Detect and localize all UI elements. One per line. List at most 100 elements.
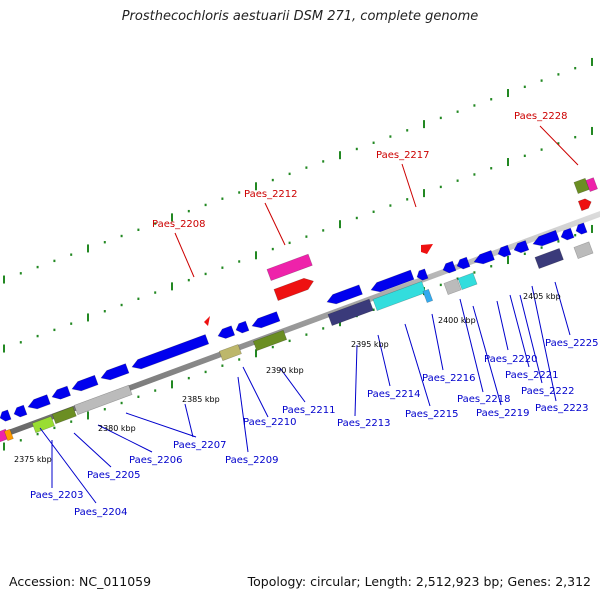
gene-label-paes-2219[interactable]: Paes_2219 [476, 408, 530, 419]
gene-label-paes-2212[interactable]: Paes_2212 [244, 189, 298, 200]
label-connector [519, 294, 543, 384]
gene-arrow-blue-shape [442, 260, 457, 274]
gene-marker-red [421, 244, 433, 254]
gene-label-paes-2208[interactable]: Paes_2208 [152, 219, 206, 230]
page-title: Prosthecochloris aestuarii DSM 271, comp… [121, 9, 479, 24]
label-connector [496, 300, 509, 351]
gene-arrow-blue-shape [251, 311, 281, 329]
gene-arrow-blue [13, 404, 28, 418]
gene-label-paes-2222[interactable]: Paes_2222 [521, 386, 575, 397]
gene-block-navy-shape [327, 298, 374, 327]
kbp-label-2385: 2385 kbp [182, 395, 220, 404]
gene-block-cyan-shape [457, 272, 478, 291]
gene-label-paes-2209[interactable]: Paes_2209 [225, 455, 279, 466]
gene-block-grey [73, 384, 133, 416]
label-connector [97, 424, 153, 453]
label-connector [554, 281, 571, 336]
gene-arrow-blue [473, 249, 495, 265]
label-connector [539, 125, 579, 166]
label-connector [264, 202, 286, 246]
gene-arrow-blue [217, 325, 236, 339]
gene-label-paes-2223[interactable]: Paes_2223 [535, 403, 589, 414]
gene-arrow-blue [0, 409, 12, 422]
gene-arrow-blue-shape [473, 249, 495, 265]
label-connectors [39, 125, 579, 504]
gene-features [0, 177, 598, 444]
gene-label-paes-2206[interactable]: Paes_2206 [129, 455, 183, 466]
gene-arrow-blue [370, 269, 415, 293]
gene-arrow-blue-shape [456, 256, 471, 270]
gene-label-paes-2204[interactable]: Paes_2204 [74, 507, 128, 518]
gene-arrow-blue [442, 260, 457, 274]
gene-label-paes-2215[interactable]: Paes_2215 [405, 409, 459, 420]
gene-block-navy [327, 298, 374, 327]
gene-block-grey-shape [73, 384, 133, 416]
kbp-label-2395: 2395 kbp [351, 340, 389, 349]
gene-arrow-blue-shape [513, 240, 530, 254]
gene-label-paes-2220[interactable]: Paes_2220 [484, 354, 538, 365]
gene-block-grey-shape [443, 278, 462, 296]
gene-label-paes-2218[interactable]: Paes_2218 [457, 394, 511, 405]
label-connector [431, 313, 444, 371]
gene-label-paes-2203[interactable]: Paes_2203 [30, 490, 84, 501]
label-connector [472, 305, 502, 406]
gene-label-paes-2213[interactable]: Paes_2213 [337, 418, 391, 429]
gene-arrow-blue-shape [71, 374, 99, 392]
gene-label-paes-2225[interactable]: Paes_2225 [545, 338, 599, 349]
gene-block-lime-shape [31, 415, 55, 434]
label-connector [531, 285, 557, 402]
gene-label-paes-2228[interactable]: Paes_2228 [514, 111, 568, 122]
gene-arrow-blue-shape [575, 222, 588, 235]
gene-arrow-blue [27, 394, 51, 410]
gene-arrow-blue-shape [0, 409, 12, 422]
kbp-label-2375: 2375 kbp [14, 455, 52, 464]
gene-arrow-blue [235, 320, 250, 334]
gene-arrow-blue [560, 227, 575, 241]
gene-arrow-blue-shape [326, 284, 363, 305]
label-connector [401, 163, 417, 208]
gene-label-paes-2207[interactable]: Paes_2207 [173, 440, 227, 451]
gene-label-paes-2221[interactable]: Paes_2221 [505, 370, 559, 381]
kbp-label-2400: 2400 kbp [438, 316, 476, 325]
gene-block-navy [534, 247, 564, 270]
gene-block-pink [266, 253, 313, 282]
gene-arrow-red-shape [273, 277, 314, 302]
topology-text: Topology: circular; Length: 2,512,923 bp… [247, 574, 591, 589]
label-connector [279, 367, 306, 403]
label-connector [73, 432, 112, 468]
gene-label-paes-2210[interactable]: Paes_2210 [243, 417, 297, 428]
kbp-label-2390: 2390 kbp [266, 366, 304, 375]
gene-label-paes-2216[interactable]: Paes_2216 [422, 373, 476, 384]
gene-labels-upper: Paes_2208 Paes_2212 Paes_2217 Paes_2228 [152, 111, 568, 230]
label-connector [39, 427, 97, 504]
gene-arrow-blue [326, 284, 363, 305]
gene-block-lightblue-shape [422, 288, 434, 304]
gene-marker-red [204, 316, 210, 326]
gene-block-olive-shape [51, 406, 77, 425]
gene-arrow-blue-shape [217, 325, 236, 339]
gene-block-grey [573, 241, 594, 260]
label-connector [237, 376, 249, 453]
gene-block-pink [585, 177, 598, 193]
gene-block-khaki-shape [218, 343, 242, 362]
gene-arrow-blue-shape [532, 229, 560, 247]
gene-arrow-blue [416, 268, 429, 281]
gene-block-orange [3, 428, 14, 442]
gene-label-paes-2205[interactable]: Paes_2205 [87, 470, 141, 481]
gene-block-khaki [218, 343, 242, 362]
gene-arrow-blue-shape [13, 404, 28, 418]
gene-arrow-blue [71, 374, 99, 392]
gene-labels-lower: Paes_2203 Paes_2204 Paes_2205 Paes_2206 … [30, 338, 599, 518]
gene-label-paes-2214[interactable]: Paes_2214 [367, 389, 421, 400]
gene-arrow-blue [456, 256, 471, 270]
gene-block-olive-shape [252, 329, 288, 352]
gene-block-pink-shape [266, 253, 313, 282]
gene-arrow-blue-shape [497, 244, 512, 258]
gene-label-paes-2217[interactable]: Paes_2217 [376, 150, 430, 161]
gene-label-paes-2211[interactable]: Paes_2211 [282, 405, 336, 416]
gene-block-lightblue [422, 288, 434, 304]
gene-block-orange-shape [3, 428, 14, 442]
gene-block-navy-shape [534, 247, 564, 270]
